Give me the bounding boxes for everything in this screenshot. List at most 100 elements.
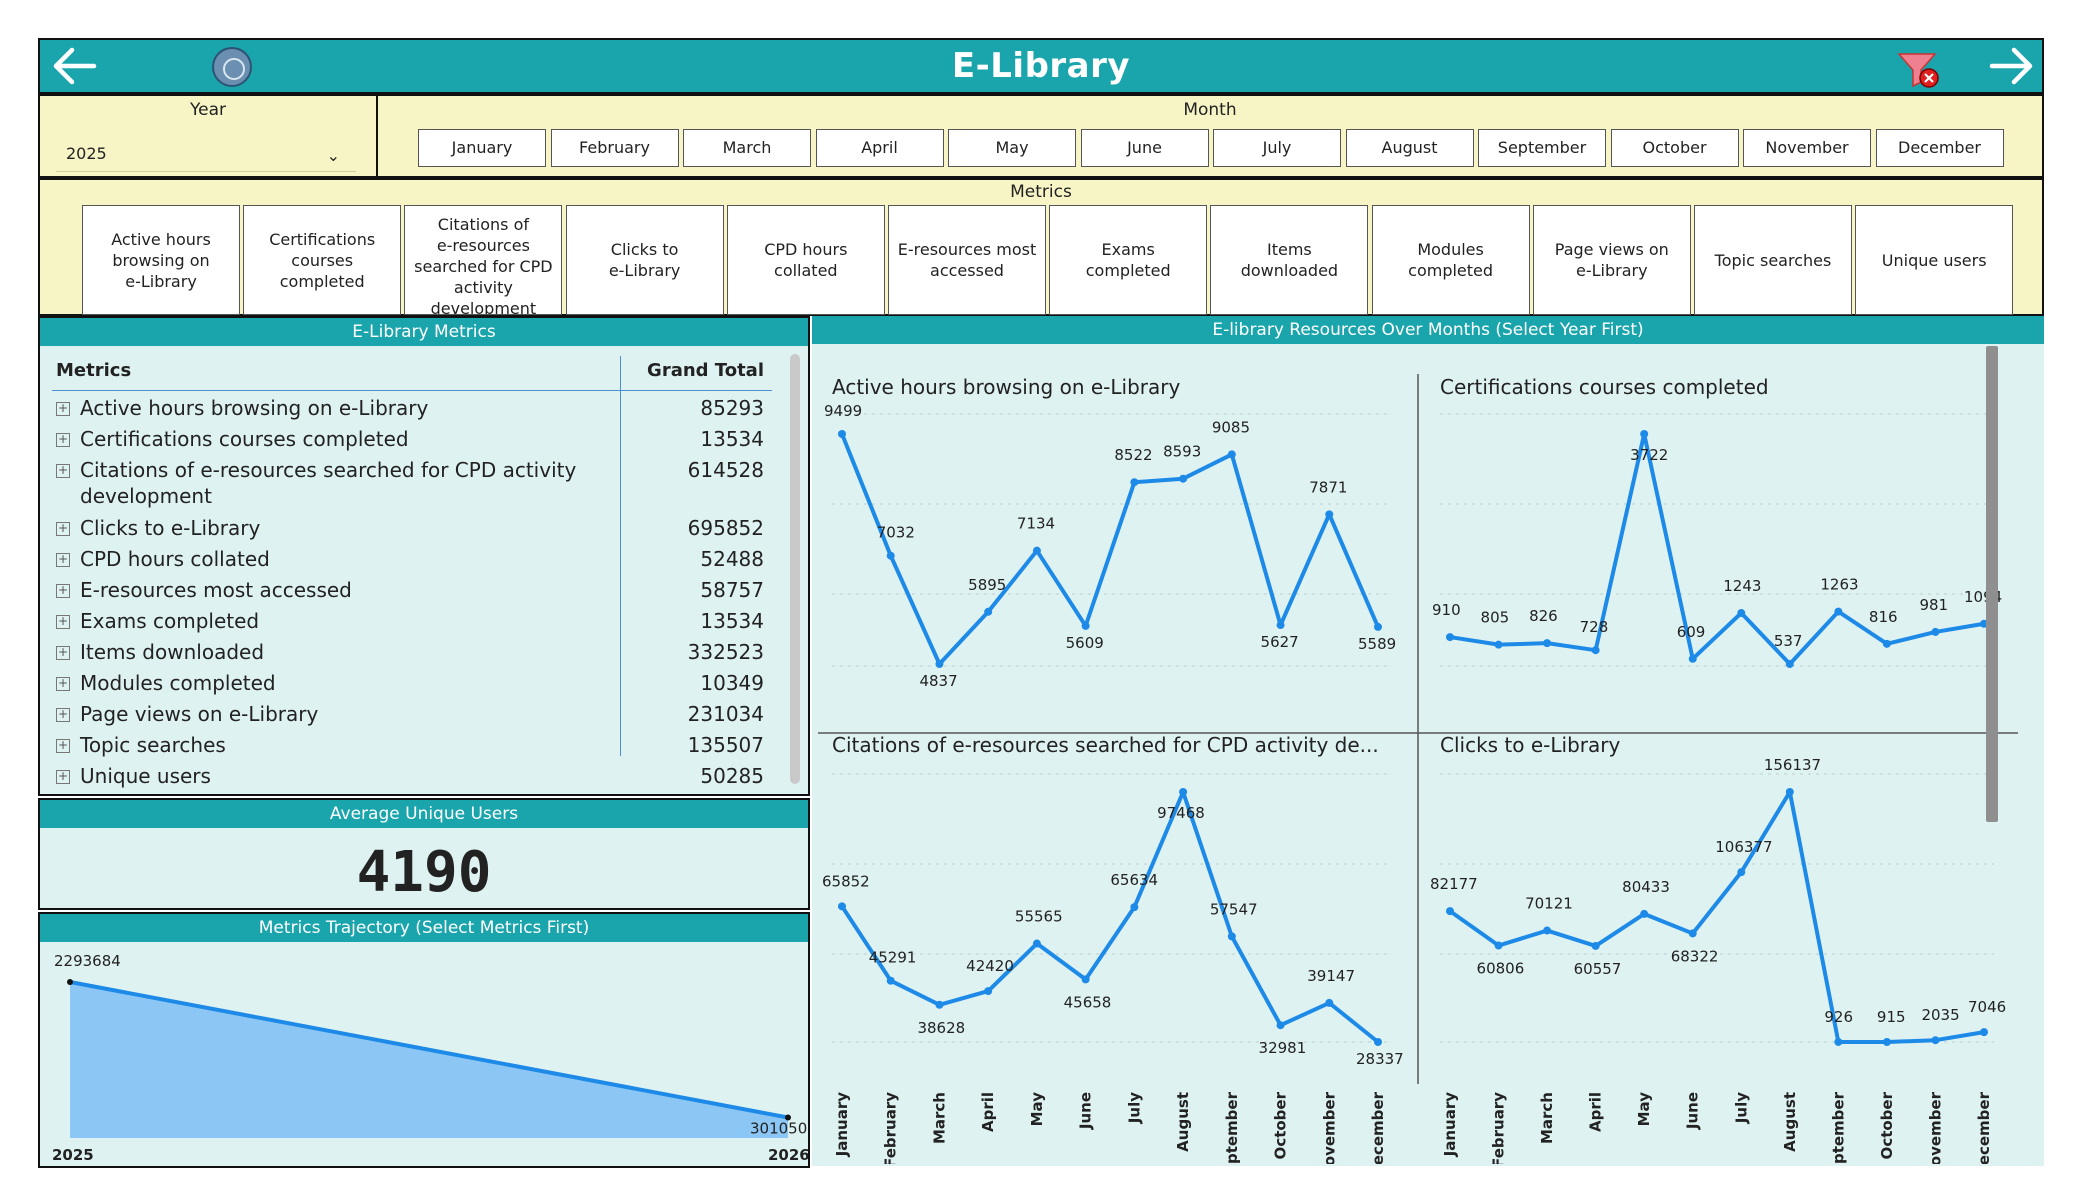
data-point <box>1081 975 1090 984</box>
metric-button-6[interactable]: E-resources most accessed <box>888 205 1046 315</box>
x-tick-label: February <box>882 1092 900 1164</box>
data-label: 2035 <box>1921 1006 1959 1024</box>
expand-plus-icon[interactable]: + <box>56 583 70 598</box>
months-panel-scrollbar[interactable] <box>1986 346 1998 822</box>
matrix-row[interactable]: + E-resources most accessed 58757 <box>52 578 772 609</box>
matrix-row[interactable]: + Modules completed 10349 <box>52 671 772 702</box>
data-point <box>1276 1021 1285 1030</box>
matrix-row-value: 10349 <box>700 671 764 695</box>
month-button-june[interactable]: June <box>1080 129 1209 167</box>
matrix-scrollbar[interactable] <box>790 354 800 784</box>
data-point <box>1591 941 1600 950</box>
data-point <box>838 902 846 911</box>
data-label: 9499 <box>824 402 862 420</box>
metric-button-5[interactable]: CPD hours collated <box>726 205 885 315</box>
expand-plus-icon[interactable]: + <box>56 707 70 722</box>
data-label: 5609 <box>1066 634 1104 652</box>
clear-filter-icon[interactable] <box>1895 48 1943 90</box>
matrix-row-label: Page views on e-Library <box>80 702 319 726</box>
data-point <box>1325 510 1334 519</box>
metric-button-label: Modules completed <box>1408 240 1494 280</box>
data-label: 816 <box>1869 608 1898 626</box>
expand-plus-icon[interactable]: + <box>56 676 70 691</box>
expand-plus-icon[interactable]: + <box>56 463 70 478</box>
matrix-row[interactable]: + Exams completed 13534 <box>52 609 772 640</box>
data-point <box>1688 929 1697 938</box>
data-label: 7032 <box>877 524 915 542</box>
matrix-row[interactable]: + CPD hours collated 52488 <box>52 547 772 578</box>
metric-button-2[interactable]: Certifications courses completed <box>243 205 402 315</box>
data-point <box>1081 621 1090 630</box>
matrix-row-label: Certifications courses completed <box>80 427 409 451</box>
series-line <box>840 790 1380 1044</box>
matrix-row[interactable]: + Clicks to e-Library 695852 <box>52 516 772 547</box>
data-label: 7871 <box>1309 478 1347 496</box>
month-button-october[interactable]: October <box>1610 129 1739 167</box>
expand-plus-icon[interactable]: + <box>56 645 70 660</box>
month-button-april[interactable]: April <box>815 129 944 167</box>
expand-plus-icon[interactable]: + <box>56 738 70 753</box>
metric-button-label: Active hours browsing on e-Library <box>111 229 211 291</box>
metric-button-9[interactable]: Modules completed <box>1371 205 1530 315</box>
matrix-row[interactable]: + Page views on e-Library 231034 <box>52 702 772 733</box>
matrix-row[interactable]: + Certifications courses completed 13534 <box>52 427 772 458</box>
data-label: 45658 <box>1064 993 1112 1011</box>
matrix-row-label: E-resources most accessed <box>80 578 352 602</box>
data-point <box>1737 609 1746 618</box>
data-label: 60557 <box>1574 960 1622 978</box>
metric-button-12[interactable]: Unique users <box>1855 205 2014 315</box>
expand-plus-icon[interactable]: + <box>56 552 70 567</box>
data-point <box>1591 646 1600 655</box>
matrix-row-label: Clicks to e-Library <box>80 516 261 540</box>
expand-plus-icon[interactable]: + <box>56 769 70 784</box>
year-dropdown[interactable]: 2025 ⌄ <box>56 136 356 172</box>
matrix-row[interactable]: + Unique users 50285 <box>52 764 772 795</box>
month-button-july[interactable]: July <box>1213 129 1341 167</box>
month-button-august[interactable]: August <box>1345 129 1474 167</box>
matrix-row[interactable]: + Active hours browsing on e-Library 85293 <box>52 396 772 427</box>
metric-button-1[interactable]: Active hours browsing on e-Library <box>82 205 240 315</box>
month-button-september[interactable]: September <box>1478 129 1606 167</box>
metric-button-10[interactable]: Page views on e-Library <box>1532 205 1691 315</box>
metric-button-7[interactable]: Exams completed <box>1049 205 1208 315</box>
line-chart-title: Certifications courses completed <box>1440 375 1769 399</box>
back-arrow-icon[interactable] <box>50 44 98 88</box>
matrix-row-value: 50285 <box>700 764 764 788</box>
month-button-february[interactable]: February <box>550 129 679 167</box>
metric-button-4[interactable]: Clicks to e-Library <box>565 205 724 315</box>
data-label: 1263 <box>1820 576 1858 594</box>
data-point <box>886 976 895 985</box>
x-tick-label: December <box>1369 1091 1387 1164</box>
data-label: 156137 <box>1764 756 1821 774</box>
x-tick-label: July <box>1125 1092 1143 1124</box>
data-label: 981 <box>1919 596 1948 614</box>
metric-button-8[interactable]: Items downloaded <box>1210 205 1369 315</box>
month-button-january[interactable]: January <box>418 129 546 167</box>
month-button-december[interactable]: December <box>1875 129 2004 167</box>
trajectory-point <box>67 979 73 985</box>
data-label: 910 <box>1432 601 1461 619</box>
month-button-march[interactable]: March <box>683 129 811 167</box>
expand-plus-icon[interactable]: + <box>56 432 70 447</box>
metric-button-3[interactable]: Citations of e-resources searched for CPD a… <box>404 205 563 315</box>
trajectory-point <box>785 1114 791 1121</box>
x-tick-label: November <box>1320 1091 1338 1164</box>
month-button-november[interactable]: November <box>1743 129 1871 167</box>
expand-plus-icon[interactable]: + <box>56 614 70 629</box>
data-point <box>1374 622 1382 631</box>
data-point <box>1543 639 1552 648</box>
matrix-title: E-Library Metrics <box>40 318 808 346</box>
expand-plus-icon[interactable]: + <box>56 521 70 536</box>
x-tick-label: February <box>1490 1092 1508 1164</box>
matrix-row-value: 614528 <box>687 458 764 482</box>
data-label: 68322 <box>1671 947 1719 965</box>
matrix-row[interactable]: + Topic searches 135507 <box>52 733 772 764</box>
data-point <box>1032 546 1041 555</box>
matrix-row[interactable]: + Items downloaded 332523 <box>52 640 772 671</box>
month-button-may[interactable]: May <box>948 129 1076 167</box>
data-label: 805 <box>1481 609 1510 627</box>
expand-plus-icon[interactable]: + <box>56 401 70 416</box>
metric-button-11[interactable]: Topic searches <box>1694 205 1852 315</box>
matrix-row[interactable]: + Citations of e-resources searched for C… <box>52 458 772 516</box>
forward-arrow-icon[interactable] <box>1988 44 2036 88</box>
